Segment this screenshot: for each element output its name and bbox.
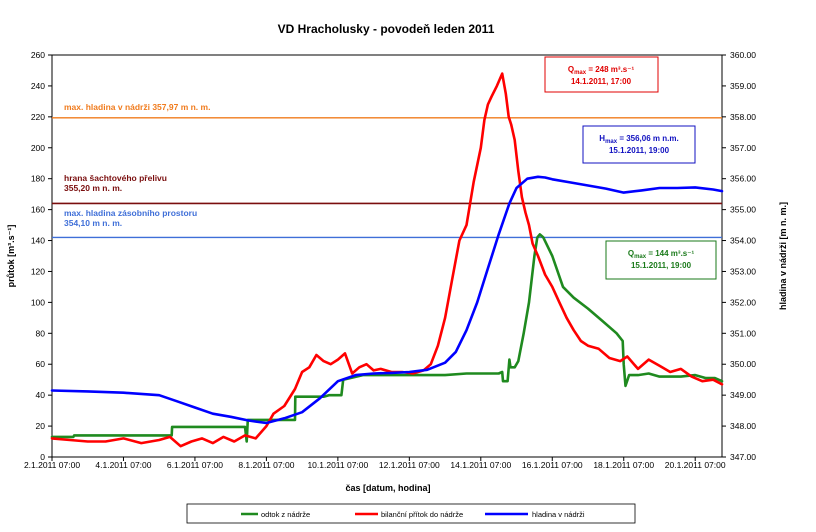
x-tick-label: 6.1.2011 07:00 xyxy=(167,460,223,470)
y-left-tick-label: 220 xyxy=(31,112,45,122)
y-right-tick-label: 360.00 xyxy=(730,50,756,60)
x-axis-title: čas [datum, hodina] xyxy=(345,483,430,493)
series-line-2 xyxy=(50,175,724,425)
y-left-tick-label: 180 xyxy=(31,174,45,184)
y-left-tick-label: 120 xyxy=(31,266,45,276)
y-left-tick-label: 60 xyxy=(36,359,46,369)
legend-label-2: hladina v nádrži xyxy=(532,510,585,519)
y-right-tick-label: 359.00 xyxy=(730,81,756,91)
y-right-tick-label: 348.00 xyxy=(730,421,756,431)
y-right-tick-label: 354.00 xyxy=(730,236,756,246)
ref-label-max-hladina: max. hladina v nádrži 357,97 m n. m. xyxy=(64,102,210,112)
annotation-prefix: Q xyxy=(568,65,574,74)
y-right-tick-label: 356.00 xyxy=(730,174,756,184)
x-tick-label: 20.1.2011 07:00 xyxy=(665,460,726,470)
legend-label-0: odtok z nádrže xyxy=(261,510,310,519)
plot-area: 0 20 40 60 80 100 120 140 160 180 200 220 240 260 347.… xyxy=(6,50,788,524)
annotation-line1-h-max: Hmax = 356,06 m n.m. xyxy=(599,134,678,145)
legend-box xyxy=(186,503,636,524)
annotation-line2-q-max-outflow: 15.1.2011, 19:00 xyxy=(631,261,692,270)
y-right-tick-label: 349.00 xyxy=(730,390,756,400)
y-left-tick-label: 240 xyxy=(31,81,45,91)
plot-frame xyxy=(51,54,723,458)
annotation-subscript: max xyxy=(574,70,587,76)
y-left-tick-label: 160 xyxy=(31,205,45,215)
annotation-box-q-max-outflow xyxy=(605,240,717,280)
y-right-tick-label: 347.00 xyxy=(730,452,756,462)
y-right-tick-label: 352.00 xyxy=(730,297,756,307)
x-tick-label: 14.1.2011 07:00 xyxy=(450,460,511,470)
x-tick-label: 12.1.2011 07:00 xyxy=(379,460,440,470)
annotation-prefix: H xyxy=(599,134,605,143)
x-tick-label: 8.1.2011 07:00 xyxy=(238,460,294,470)
y-right-tick-label: 358.00 xyxy=(730,112,756,122)
annotation-line1-q-max-inflow: Qmax = 248 m³.s⁻¹ xyxy=(568,65,635,76)
y-right-tick-label: 355.00 xyxy=(730,205,756,215)
ref-label-preliv-2: 355,20 m n. m. xyxy=(64,183,122,193)
annotation-line1-q-max-outflow: Qmax = 144 m³.s⁻¹ xyxy=(628,249,695,260)
y-right-tick-label: 350.00 xyxy=(730,359,756,369)
annotation-value: = 248 m³.s⁻¹ xyxy=(586,65,634,74)
x-tick-label: 4.1.2011 07:00 xyxy=(95,460,151,470)
y-left-tick-label: 200 xyxy=(31,143,45,153)
ref-label-zasobni-2: 354,10 m n. m. xyxy=(64,218,122,228)
chart-title: VD Hracholusky - povodeň leden 2011 xyxy=(278,22,495,36)
y-right-tick-label: 351.00 xyxy=(730,328,756,338)
y-left-tick-label: 80 xyxy=(36,328,46,338)
annotation-line2-h-max: 15.1.2011, 19:00 xyxy=(609,146,670,155)
x-tick-label: 10.1.2011 07:00 xyxy=(307,460,368,470)
annotation-value: = 356,06 m n.m. xyxy=(617,134,679,143)
y-right-tick-label: 357.00 xyxy=(730,143,756,153)
annotation-line2-q-max-inflow: 14.1.2011, 17:00 xyxy=(571,77,632,86)
annotation-prefix: Q xyxy=(628,249,634,258)
annotation-box-q-max-inflow xyxy=(544,56,659,93)
y-left-tick-label: 20 xyxy=(36,421,46,431)
annotation-subscript: max xyxy=(634,254,647,260)
y-right-axis-title: hladina v nádrži [m n. m.] xyxy=(778,202,788,310)
y-left-tick-label: 100 xyxy=(31,297,45,307)
y-left-tick-label: 260 xyxy=(31,50,45,60)
annotation-subscript: max xyxy=(605,139,618,145)
y-left-tick-label: 140 xyxy=(31,236,45,246)
y-left-tick-label: 0 xyxy=(40,452,45,462)
y-left-tick-label: 40 xyxy=(36,390,46,400)
y-right-tick-label: 353.00 xyxy=(730,266,756,276)
series-line-1 xyxy=(50,72,724,448)
ref-label-zasobni-1: max. hladina zásobního prostoru xyxy=(64,208,197,218)
annotation-value: = 144 m³.s⁻¹ xyxy=(646,249,694,258)
x-tick-label: 18.1.2011 07:00 xyxy=(593,460,654,470)
annotation-box-h-max xyxy=(582,125,696,164)
x-tick-label: 16.1.2011 07:00 xyxy=(522,460,583,470)
y-left-axis-title: průtok [m³.s⁻¹] xyxy=(6,225,16,288)
legend-label-1: bilanční přítok do nádrže xyxy=(381,510,463,519)
ref-label-preliv-1: hrana šachtového přelivu xyxy=(64,173,167,183)
x-tick-label: 2.1.2011 07:00 xyxy=(24,460,80,470)
